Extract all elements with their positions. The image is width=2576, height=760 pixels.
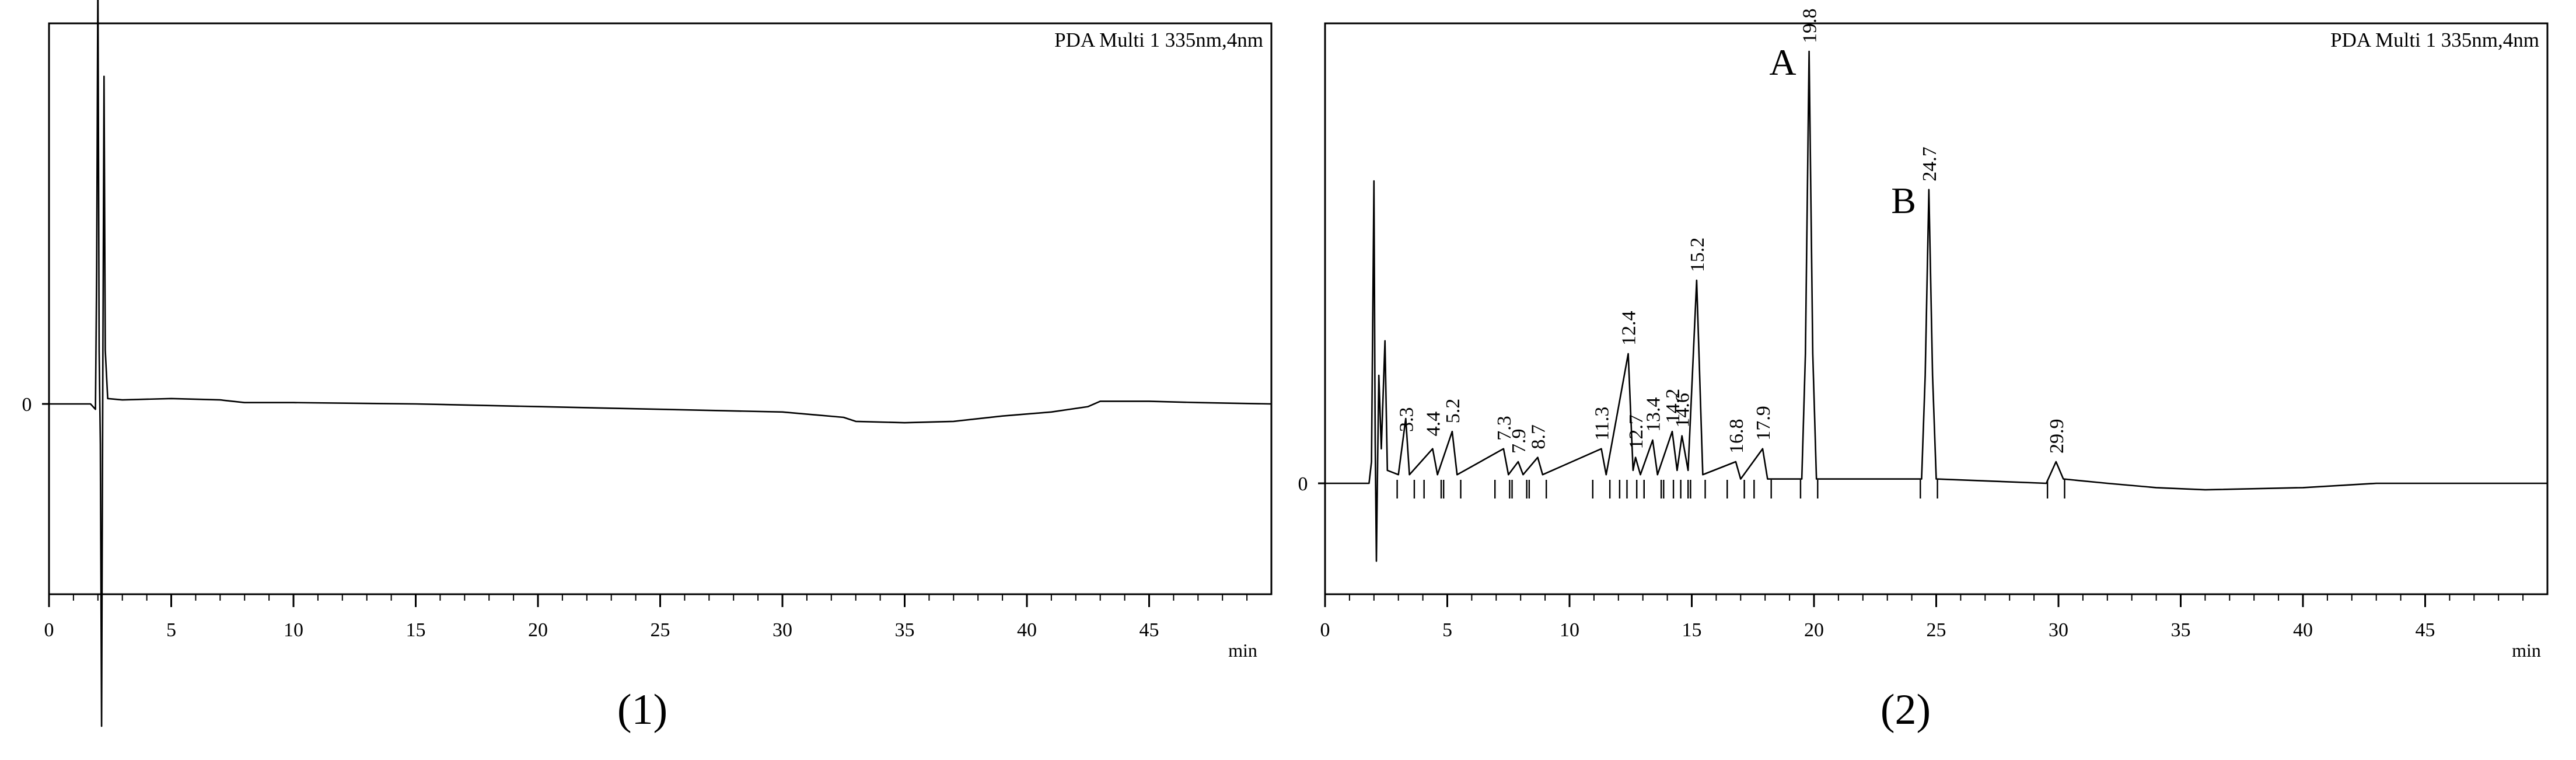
panel-label: (1): [617, 686, 667, 734]
peak-tag: A: [1769, 41, 1796, 83]
integration-markers: [1396, 480, 2065, 498]
peak-tag: B: [1891, 180, 1916, 221]
x-tick-label: 25: [651, 619, 670, 641]
x-tick-label: 5: [166, 619, 176, 641]
peak-label: 24.7: [1919, 147, 1941, 182]
x-tick-label: 30: [773, 619, 792, 641]
peak-labels: 3.3 4.45.2 7.37.98.7 11.3 12.4 12.713.414.214…: [1396, 9, 2068, 454]
x-tick-label: 0: [1320, 619, 1330, 641]
x-tick-label: 20: [528, 619, 548, 641]
peak-label: 7.3: [1494, 416, 1515, 441]
x-tick-label: 15: [406, 619, 426, 641]
x-tick-label: 45: [2416, 619, 2435, 641]
plot-frame: [1324, 22, 2549, 595]
x-tick-label: 0: [44, 619, 54, 641]
peak-label: 13.4: [1642, 398, 1664, 433]
peak-label: 11.3: [1591, 407, 1613, 441]
series-group: [1325, 50, 2547, 562]
chart-header: PDA Multi 1 335nm,4nm: [1054, 29, 1263, 51]
peak-label: 14.6: [1672, 393, 1694, 428]
peak-label: 5.2: [1442, 399, 1464, 424]
peak-label: 12.7: [1626, 414, 1647, 449]
x-tick-label: 10: [284, 619, 303, 641]
panel-label: (2): [1881, 686, 1931, 734]
x-tick-label: 45: [1140, 619, 1159, 641]
y-axis-ticks: 0: [1298, 473, 1325, 495]
chromatogram-trace: [1325, 50, 2547, 562]
chromatogram-panel-2: PDA Multi 1 335nm,4nm min (2) 0 5 10 15 20 25…: [1298, 9, 2549, 734]
x-tick-label: 30: [2049, 619, 2068, 641]
x-tick-label: 35: [2171, 619, 2191, 641]
peak-label: 29.9: [2046, 419, 2068, 454]
chromatogram-trace: [49, 0, 1272, 727]
x-tick-label: 10: [1560, 619, 1579, 641]
peak-label: 8.7: [1528, 424, 1550, 449]
peak-label: 15.2: [1687, 238, 1708, 273]
series-group: [49, 0, 1272, 727]
x-tick-label: 15: [1682, 619, 1702, 641]
x-tick-label: 35: [895, 619, 915, 641]
x-tick-label: 20: [1804, 619, 1824, 641]
y-tick-label: 0: [1298, 473, 1308, 495]
peak-label: 19.8: [1799, 9, 1821, 44]
x-tick-label: 25: [1927, 619, 1946, 641]
x-axis-ticks: 0 5 10 15 20 25 30 35 40 45: [44, 594, 1248, 641]
y-tick-label: 0: [22, 394, 32, 416]
peak-label: 12.4: [1619, 311, 1640, 346]
y-axis-ticks: 0: [22, 394, 49, 416]
x-axis-label: min: [2512, 640, 2541, 661]
x-axis-ticks: 0 5 10 15 20 25 30 35 40 45: [1320, 594, 2524, 641]
peak-label: 17.9: [1753, 406, 1774, 441]
peak-label: 3.3: [1396, 407, 1417, 433]
chart-header: PDA Multi 1 335nm,4nm: [2330, 29, 2539, 51]
x-tick-label: 5: [1442, 619, 1452, 641]
x-tick-label: 40: [2293, 619, 2313, 641]
plot-frame: [48, 22, 1273, 595]
peak-label: 7.9: [1508, 429, 1530, 454]
chromatogram-panel-1: PDA Multi 1 335nm,4nm min (1) 0 5 10 15 20 25…: [22, 0, 1273, 734]
x-tick-label: 40: [1017, 619, 1037, 641]
peak-label: 14.2: [1662, 389, 1684, 424]
peak-label: 4.4: [1422, 412, 1444, 437]
x-axis-label: min: [1228, 640, 1257, 661]
peak-label: 16.8: [1726, 419, 1747, 454]
